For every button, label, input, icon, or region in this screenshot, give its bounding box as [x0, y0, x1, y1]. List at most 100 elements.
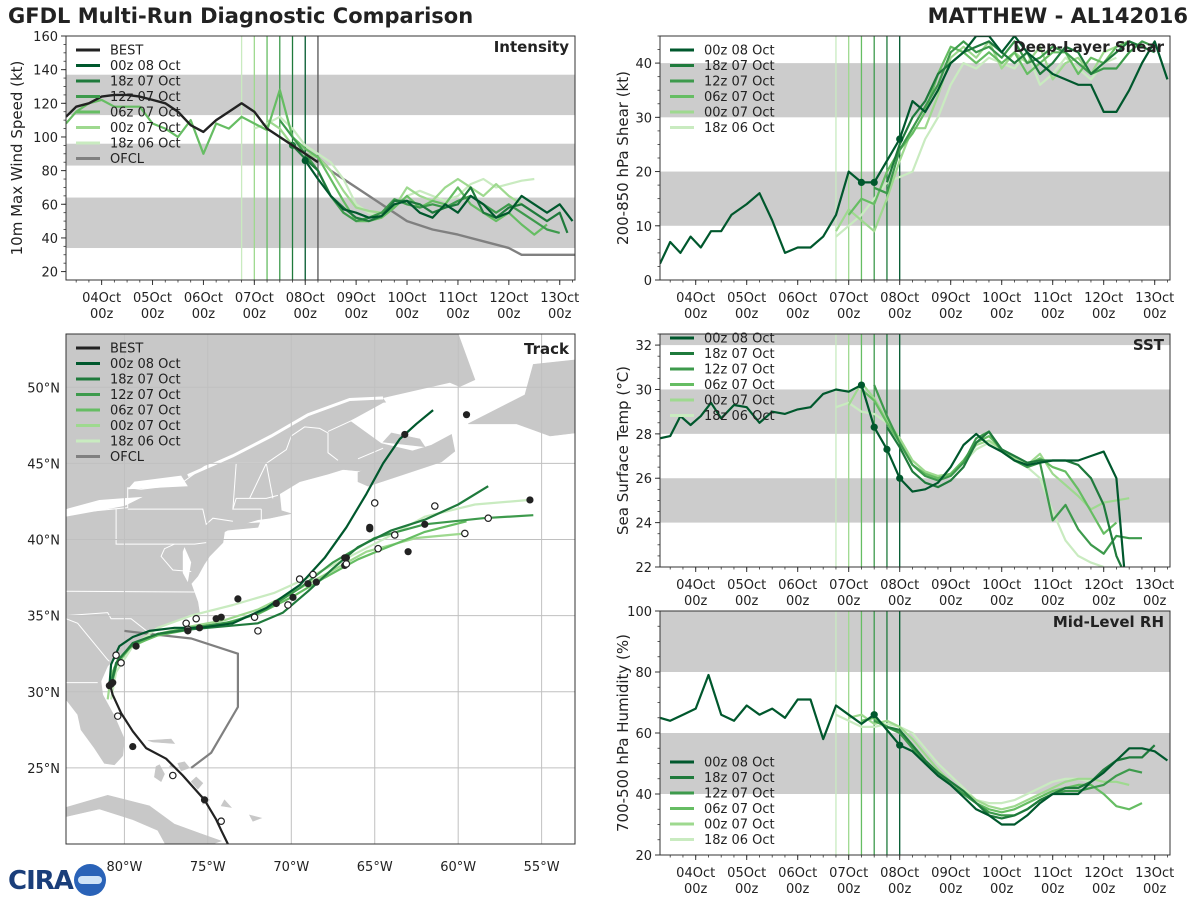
x-tick-label: 00z: [837, 307, 861, 322]
state-border: [232, 463, 237, 510]
x-tick-label: 00z: [1041, 307, 1065, 322]
x-tick-label: 04Oct: [676, 291, 715, 306]
x-tick-label: 09Oct: [931, 578, 970, 593]
legend-label: 18z 06 Oct: [110, 435, 181, 450]
cira-logo-text: CIRA: [8, 866, 74, 896]
legend-label: 18z 07 Oct: [704, 347, 775, 362]
legend-label: 18z 06 Oct: [704, 409, 775, 424]
legend-label: 12z 07 Oct: [704, 75, 775, 90]
x-tick-label: 13Oct: [1135, 291, 1174, 306]
landmass: [249, 814, 263, 822]
band-1: [660, 389, 1170, 434]
track-position-open: [309, 570, 317, 579]
landmass: [190, 776, 204, 790]
lon-tick-label: 55°W: [524, 860, 560, 875]
series-line: [848, 713, 1130, 811]
data-marker: [896, 741, 904, 749]
x-tick-label: 00z: [1143, 594, 1167, 609]
x-tick-label: 04Oct: [82, 291, 121, 306]
x-tick-label: 00z: [939, 307, 963, 322]
chesapeake-bay: [182, 547, 192, 583]
y-tick-label: 24: [635, 517, 652, 532]
x-tick-label: 06Oct: [778, 866, 817, 881]
track-position-open: [370, 499, 379, 507]
landmass: [468, 359, 575, 437]
state-border: [357, 447, 384, 460]
x-tick-label: 08Oct: [880, 866, 919, 881]
y-tick-label: 100: [627, 605, 652, 620]
panel-title: Intensity: [494, 38, 570, 56]
y-tick-label: 40: [41, 232, 58, 247]
track-position-filled: [107, 680, 115, 688]
track-position-filled: [272, 599, 280, 608]
x-tick-label: 00z: [939, 594, 963, 609]
track-line: [108, 682, 229, 844]
x-tick-label: 09Oct: [931, 291, 970, 306]
x-tick-label: 07Oct: [829, 866, 868, 881]
y-axis-label: 200-850 hPa Shear (kt): [614, 71, 632, 245]
map-area: [66, 334, 575, 844]
lon-tick-label: 75°W: [190, 860, 226, 875]
band-2: [660, 334, 1170, 346]
legend-label: 00z 08 Oct: [110, 59, 181, 74]
x-tick-label: 00z: [990, 882, 1014, 897]
legend-label: 12z 07 Oct: [704, 787, 775, 802]
storm-title: MATTHEW - AL142016: [927, 4, 1188, 28]
track-panel: 80°W 75°W 70°W 65°W 60°W 55°W 25°N 30°N 35°N 40°N…: [27, 333, 576, 875]
landmass: [382, 432, 426, 448]
legend-label: OFCL: [110, 152, 145, 167]
x-tick-label: 00z: [1143, 882, 1167, 897]
x-tick-label: 07Oct: [235, 291, 274, 306]
track-position-open: [390, 531, 399, 539]
x-tick-label: 00z: [786, 882, 810, 897]
track-position-filled: [366, 525, 374, 533]
lat-tick-label: 35°N: [27, 610, 60, 625]
data-marker: [870, 711, 878, 719]
track-position-open: [182, 619, 190, 628]
legend-label: 06z 07 Oct: [704, 802, 775, 817]
x-tick-label: 00z: [735, 882, 759, 897]
x-tick-label: 13Oct: [540, 291, 579, 306]
y-tick-label: 40: [635, 788, 652, 803]
y-axis-label: 10m Max Wind Speed (kt): [8, 61, 26, 256]
legend-label: 00z 07 Oct: [110, 419, 181, 434]
x-tick-label: 08Oct: [880, 291, 919, 306]
series-line: [266, 119, 535, 214]
lat-tick-label: 45°N: [27, 457, 60, 472]
x-tick-label: 00z: [684, 882, 708, 897]
track-position-open: [342, 560, 351, 568]
legend-label: 18z 07 Oct: [704, 59, 775, 74]
series-line: [885, 40, 1156, 183]
track-position-filled: [184, 627, 192, 635]
lon-tick-label: 60°W: [440, 860, 476, 875]
axes-frame: [65, 333, 576, 845]
legend-label: 18z 06 Oct: [704, 833, 775, 848]
band-0: [660, 171, 1170, 226]
landmass: [154, 764, 165, 783]
state-border: [66, 612, 150, 634]
track-position-filled: [526, 496, 534, 504]
x-tick-label: 00z: [990, 594, 1014, 609]
legend-label: 00z 07 Oct: [704, 106, 775, 121]
track-position-filled: [289, 593, 297, 601]
data-marker: [896, 474, 904, 482]
x-tick-label: 05Oct: [727, 866, 766, 881]
data-marker: [870, 423, 878, 431]
legend-label: BEST: [110, 44, 143, 59]
x-tick-label: 00z: [684, 594, 708, 609]
landmass: [66, 794, 223, 844]
x-tick-label: 00z: [684, 307, 708, 322]
legend-label: 18z 06 Oct: [110, 137, 181, 152]
legend-label: 00z 07 Oct: [704, 818, 775, 833]
gulf-st-lawrence: [383, 382, 475, 411]
rh-panel: 2040608010004Oct00z05Oct00z06Oct00z07Oct…: [614, 605, 1174, 897]
x-tick-label: 00z: [735, 307, 759, 322]
x-tick-label: 06Oct: [778, 578, 817, 593]
legend-label: 12z 07 Oct: [704, 363, 775, 378]
landmass: [357, 434, 456, 487]
legend-label: 06z 07 Oct: [704, 90, 775, 105]
x-tick-label: 09Oct: [337, 291, 376, 306]
legend-label: 00z 08 Oct: [110, 357, 181, 372]
track-position-filled: [401, 430, 409, 439]
